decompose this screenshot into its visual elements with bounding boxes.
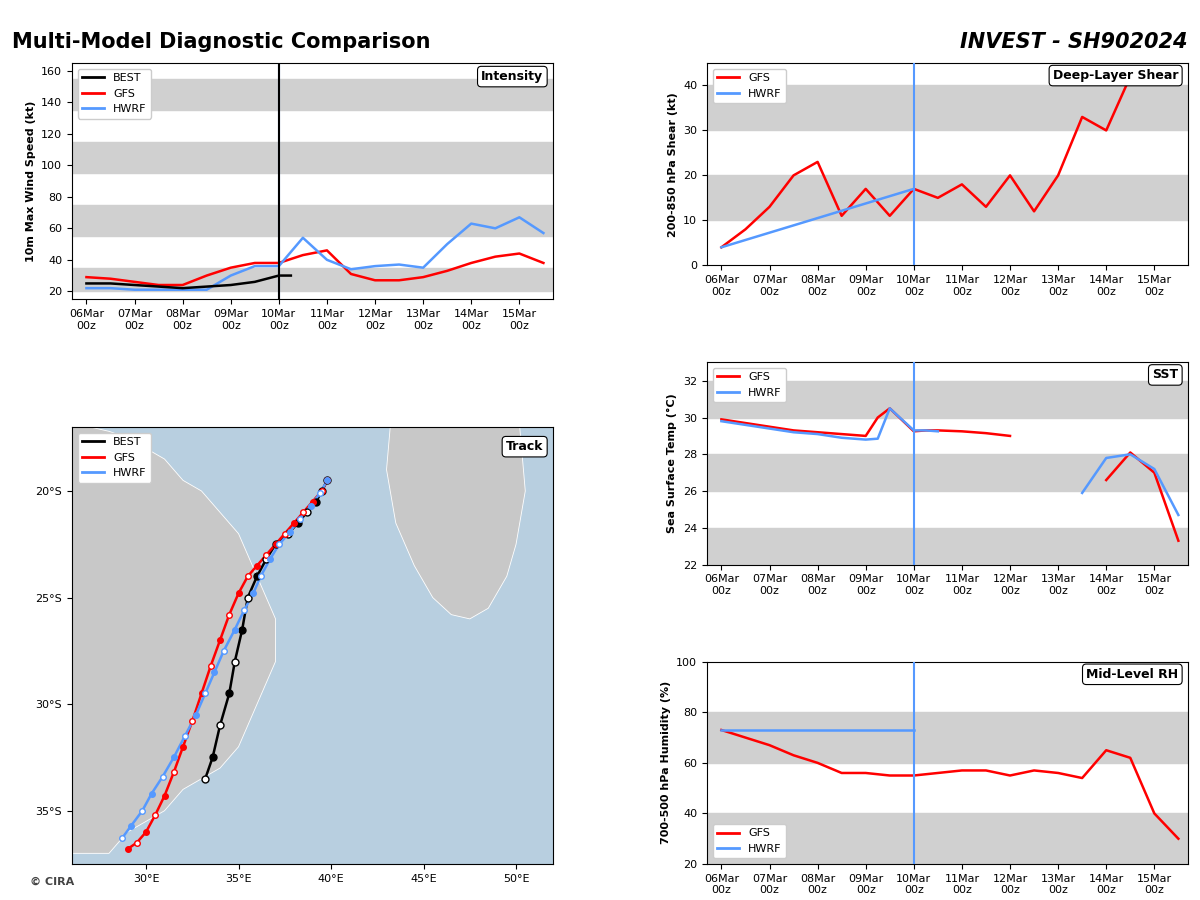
Bar bbox=[707, 86, 1188, 130]
Text: Mid-Level RH: Mid-Level RH bbox=[1086, 668, 1178, 680]
Polygon shape bbox=[386, 331, 526, 619]
Bar bbox=[72, 267, 553, 292]
Bar bbox=[72, 204, 553, 236]
Bar bbox=[707, 712, 1188, 763]
Legend: GFS, HWRF: GFS, HWRF bbox=[713, 68, 786, 103]
Y-axis label: 700-500 hPa Humidity (%): 700-500 hPa Humidity (%) bbox=[661, 681, 671, 844]
Text: INVEST - SH902024: INVEST - SH902024 bbox=[960, 32, 1188, 51]
Y-axis label: 200-850 hPa Shear (kt): 200-850 hPa Shear (kt) bbox=[667, 92, 678, 237]
Text: Deep-Layer Shear: Deep-Layer Shear bbox=[1052, 69, 1178, 82]
Bar bbox=[707, 814, 1188, 864]
Legend: BEST, GFS, HWRF: BEST, GFS, HWRF bbox=[78, 433, 151, 482]
Text: Intensity: Intensity bbox=[481, 70, 544, 83]
Bar bbox=[707, 176, 1188, 220]
Y-axis label: 10m Max Wind Speed (kt): 10m Max Wind Speed (kt) bbox=[25, 101, 36, 262]
Bar bbox=[707, 454, 1188, 491]
Legend: GFS, HWRF: GFS, HWRF bbox=[713, 368, 786, 402]
Text: Track: Track bbox=[506, 440, 544, 454]
Legend: GFS, HWRF: GFS, HWRF bbox=[713, 824, 786, 859]
Bar bbox=[707, 381, 1188, 418]
Bar bbox=[707, 528, 1188, 564]
Polygon shape bbox=[72, 428, 276, 853]
Y-axis label: Sea Surface Temp (°C): Sea Surface Temp (°C) bbox=[667, 393, 678, 534]
Bar bbox=[72, 141, 553, 173]
Text: Multi-Model Diagnostic Comparison: Multi-Model Diagnostic Comparison bbox=[12, 32, 431, 51]
Legend: BEST, GFS, HWRF: BEST, GFS, HWRF bbox=[78, 68, 151, 119]
Text: SST: SST bbox=[1152, 368, 1178, 382]
Text: © CIRA: © CIRA bbox=[30, 877, 74, 886]
Bar bbox=[72, 78, 553, 110]
